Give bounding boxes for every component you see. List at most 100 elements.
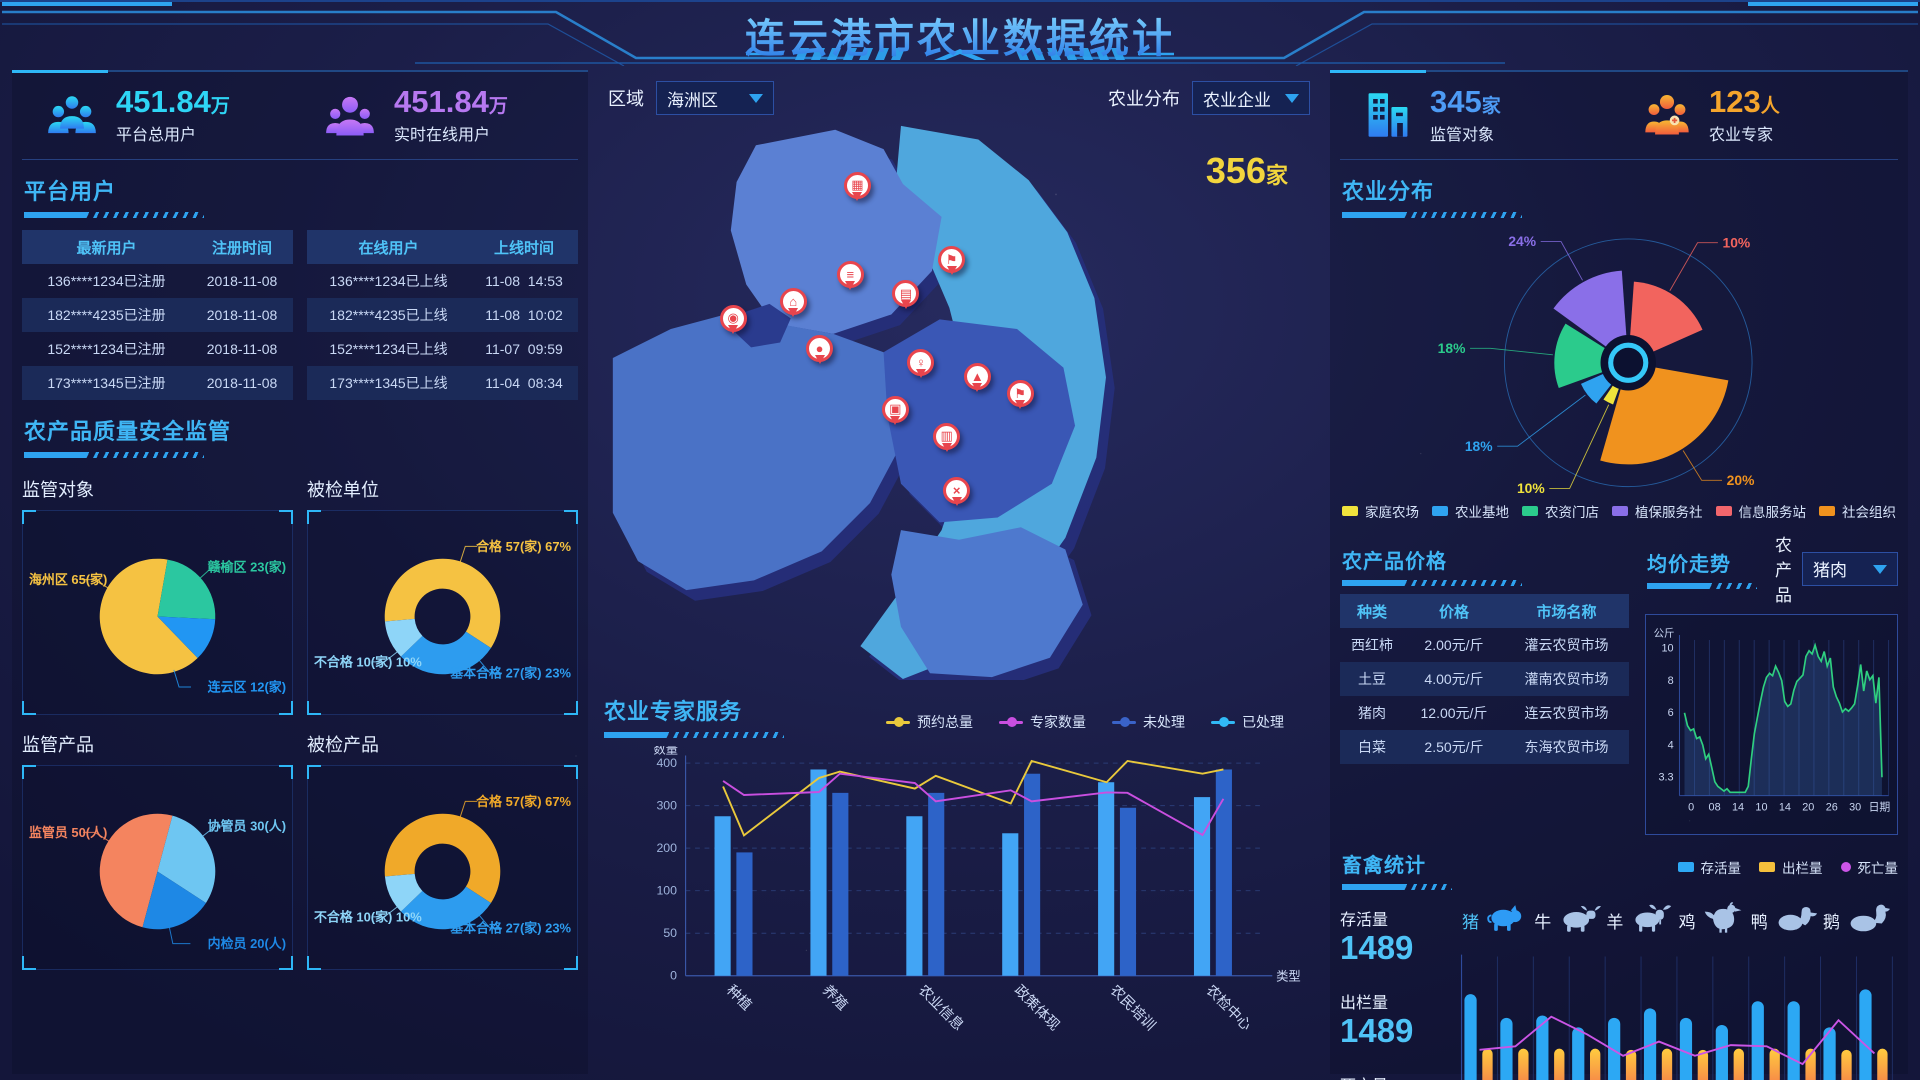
map: 356家 ▦ ⚑ ≡ ▤ ⌂ ◉ ● ♀ ▲ ⚑ ▣ ▥ × <box>602 124 1316 690</box>
svg-text:协管员 30(人): 协管员 30(人) <box>208 819 286 834</box>
table-row: 136****1234已注册 2018-11-08 <box>47 273 278 289</box>
map-pin[interactable]: ◉ <box>719 304 747 332</box>
supervision-targets-pie-chart: 海州区 65(家) 赣榆区 23(家) 连云区 12(家) <box>29 558 286 694</box>
livestock-legend: 存活量 出栏量 死亡量 <box>1677 857 1898 877</box>
table-row: 西红柿 2.00元/斤 灌云农贸市场 <box>1350 637 1609 653</box>
map-pin[interactable]: ≡ <box>836 261 864 289</box>
inspected-products-card: 被检产品 合格 57(家) 67% 基本合格 27(家) 23% 不合格 10(家)… <box>307 721 578 970</box>
map-pin-icon: ⚑ <box>1014 385 1027 401</box>
legend-item[interactable]: 专家数量 <box>999 712 1086 732</box>
left-panel: 451.84万 平台总用户 451.84万 实时在线用户 平台用户 <box>12 70 588 1074</box>
legend-marker <box>999 717 1023 727</box>
column-header: 市场名称 <box>1504 594 1629 628</box>
region-label: 区域 <box>608 89 644 109</box>
column-header: 注册时间 <box>191 230 293 264</box>
animal-filter-goat[interactable]: 羊 <box>1606 902 1673 939</box>
svg-text:赣榆区 23(家): 赣榆区 23(家) <box>208 560 286 575</box>
trend-section-title: 均价走势 <box>1647 548 1757 589</box>
legend-item[interactable]: 已处理 <box>1211 712 1284 732</box>
svg-text:18%: 18% <box>1465 438 1493 454</box>
total-users-stat: 451.84万 平台总用户 <box>22 85 300 146</box>
legend-item[interactable]: 社会组织 <box>1819 501 1896 521</box>
animal-filter-cow[interactable]: 牛 <box>1534 902 1602 939</box>
map-pin[interactable]: ● <box>806 334 834 362</box>
svg-text:0: 0 <box>1688 802 1694 814</box>
price-section-title: 农产品价格 <box>1342 545 1627 586</box>
total-users-label: 平台总用户 <box>116 127 197 145</box>
map-pin[interactable]: ▥ <box>933 422 961 450</box>
animal-filter-goose[interactable]: 鹅 <box>1823 902 1890 939</box>
svg-text:08: 08 <box>1709 802 1721 814</box>
map-pin[interactable]: × <box>943 476 971 504</box>
distribution-select[interactable]: 农业企业 <box>1192 81 1310 115</box>
table-row: 猪肉 12.00元/斤 连云农贸市场 <box>1357 705 1609 721</box>
price-table: 种类 价格 市场名称 西红柿 2.00元/斤 灌云农贸市场 土豆 4.00元/斤 灌南农贸市场猪… <box>1340 594 1629 764</box>
table-row: 182****4235已注册 2018-11-08 <box>22 298 293 332</box>
svg-text:合格 57(家) 67%: 合格 57(家) 67% <box>476 794 571 809</box>
svg-text:合格 57(家) 67%: 合格 57(家) 67% <box>476 539 571 554</box>
svg-text:日期: 日期 <box>1869 801 1891 814</box>
legend-item[interactable]: 死亡量 <box>1840 857 1898 877</box>
table-row: 土豆 4.00元/斤 灌南农贸市场 <box>1340 662 1629 696</box>
inspected-units-card: 被检单位 合格 57(家) 67% 基本合格 27(家) 23% 不合格 10(家)… <box>307 466 578 715</box>
map-pin[interactable]: ▲ <box>963 362 991 390</box>
svg-text:类型: 类型 <box>1276 969 1301 983</box>
svg-text:10: 10 <box>1755 802 1767 814</box>
livestock-chart: 010203040506070809101112 <box>1460 954 1893 1080</box>
map-pin[interactable]: ⚑ <box>938 246 966 273</box>
legend-item[interactable]: 植保服务社 <box>1612 501 1703 521</box>
legend-item[interactable]: 农业基地 <box>1432 501 1509 521</box>
goat-icon <box>1629 902 1673 939</box>
svg-text:300: 300 <box>656 798 677 812</box>
quality-section-title: 农产品质量安全监管 <box>24 414 576 458</box>
distribution-label: 农业分布 <box>1108 89 1180 109</box>
online-users-stat: 451.84万 实时在线用户 <box>300 85 578 146</box>
map-pin-icon: ⌂ <box>789 294 798 310</box>
register-table: 最新用户 注册时间 136****1234已注册 2018-11-08 182****4… <box>22 230 293 400</box>
legend-item[interactable]: 未处理 <box>1112 712 1185 732</box>
map-pin-icon: ⚑ <box>945 251 958 267</box>
inspected-units-donut-chart: 合格 57(家) 67% 基本合格 27(家) 23% 不合格 10(家) 10% <box>314 539 572 681</box>
animal-filter-chicken[interactable]: 鸡 <box>1679 902 1746 939</box>
experts-legend: 预约总量 专家数量 未处理 已处理 <box>886 712 1284 732</box>
map-pin[interactable]: ▣ <box>881 395 909 423</box>
svg-text:400: 400 <box>656 756 677 770</box>
chevron-down-icon <box>749 94 763 110</box>
legend-item[interactable]: 家庭农场 <box>1342 501 1419 521</box>
product-select[interactable]: 猪肉 <box>1802 551 1898 586</box>
agri-distribution-legend: 家庭农场 农业基地 农资门店 植保服务社 信息服务站 社会组织 <box>1342 501 1896 521</box>
buildings-icon <box>1368 93 1408 138</box>
map-pin[interactable]: ▦ <box>843 171 871 199</box>
svg-text:14: 14 <box>1779 802 1791 814</box>
livestock-stat: 出栏量 1489 <box>1340 994 1414 1049</box>
svg-text:农民培训: 农民培训 <box>1107 982 1159 1034</box>
region-map[interactable] <box>602 124 1316 690</box>
svg-text:10%: 10% <box>1517 480 1545 496</box>
livestock-section-title: 畜禽统计 <box>1342 849 1452 890</box>
map-pin[interactable]: ▤ <box>892 280 920 308</box>
map-pin[interactable]: ⚑ <box>1006 380 1034 407</box>
legend-marker <box>1677 861 1694 872</box>
legend-item[interactable]: 存活量 <box>1677 857 1741 877</box>
svg-text:50: 50 <box>663 926 677 940</box>
region-select[interactable]: 海洲区 <box>656 81 774 115</box>
legend-item[interactable]: 预约总量 <box>886 712 973 732</box>
animal-filter-duck[interactable]: 鸭 <box>1751 902 1818 939</box>
animal-filter-pig[interactable]: 猪 <box>1462 902 1529 939</box>
agri-distribution-section-title: 农业分布 <box>1342 174 1896 218</box>
legend-item[interactable]: 信息服务站 <box>1715 501 1806 521</box>
enterprise-count-badge: 356家 <box>1205 150 1288 191</box>
supervision-targets-card: 监管对象 海州区 65(家) 赣榆区 23(家) 连云区 12(家) <box>22 466 293 715</box>
platform-users-section-title: 平台用户 <box>24 174 576 218</box>
legend-marker <box>1840 861 1851 872</box>
table-row: 136****1234已上线 11-08 14:53 <box>329 273 563 289</box>
experts-section-title: 农业专家服务 <box>604 694 784 738</box>
column-header: 在线用户 <box>307 230 471 264</box>
legend-item[interactable]: 农资门店 <box>1522 501 1599 521</box>
legend-item[interactable]: 出栏量 <box>1759 857 1823 877</box>
map-pin[interactable]: ⌂ <box>779 288 807 316</box>
map-pin[interactable]: ♀ <box>907 349 935 377</box>
left-stats: 451.84万 平台总用户 451.84万 实时在线用户 <box>22 72 578 160</box>
svg-text:26: 26 <box>1826 802 1838 814</box>
